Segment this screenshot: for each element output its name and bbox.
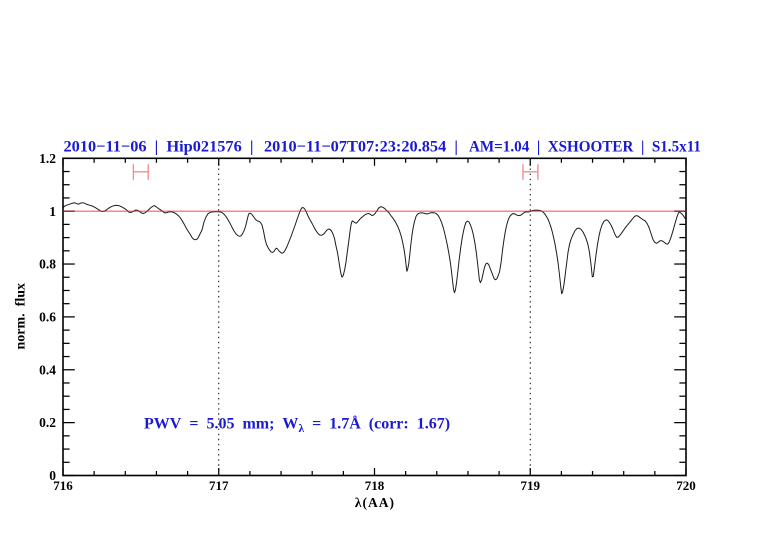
svg-text:norm. flux: norm. flux: [14, 283, 29, 350]
svg-text:2010−11−06 | Hip021576 |: 2010−11−06 | Hip021576 |: [64, 139, 254, 156]
svg-text:PWV = 5.05 mm; Wλ = 1.7Å: PWV = 5.05 mm; Wλ = 1.7Å (corr: 1.67): [144, 414, 450, 435]
svg-text:0.2: 0.2: [39, 415, 56, 430]
svg-text:717: 717: [209, 478, 229, 493]
svg-text:0: 0: [49, 468, 56, 483]
svg-text:716: 716: [53, 478, 73, 493]
svg-text:1: 1: [49, 204, 56, 219]
svg-text:718: 718: [365, 478, 385, 493]
svg-text:AM=1.04 | XSHOOTER | S1.5x: AM=1.04 | XSHOOTER | S1.5x11: [469, 139, 701, 156]
svg-text:1.2: 1.2: [39, 151, 56, 166]
svg-text:2010−11−07T07:23:20.854 |: 2010−11−07T07:23:20.854 |: [264, 139, 458, 156]
svg-text:0.6: 0.6: [39, 310, 56, 325]
svg-text:0.8: 0.8: [39, 257, 56, 272]
svg-text:λ(AA): λ(AA): [355, 495, 395, 510]
svg-text:719: 719: [520, 478, 540, 493]
svg-text:0.4: 0.4: [39, 362, 56, 377]
svg-text:720: 720: [676, 478, 696, 493]
